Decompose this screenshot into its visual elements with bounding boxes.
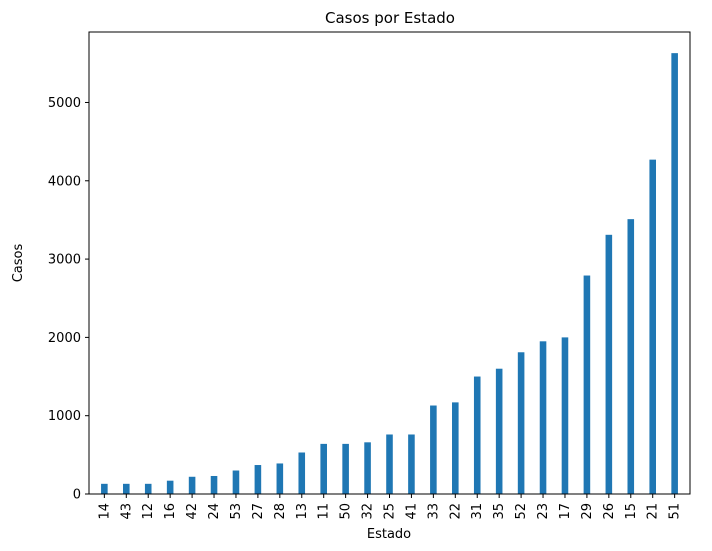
bar-23 (539, 341, 547, 494)
x-tick-label: 51 (668, 503, 683, 520)
bar-21 (649, 159, 656, 494)
bar-22 (452, 402, 459, 494)
plot-frame (88, 31, 691, 495)
bar-33 (430, 405, 437, 494)
x-tick-label: 33 (426, 503, 441, 520)
x-tick-label: 31 (470, 503, 485, 520)
bar-25 (386, 434, 393, 494)
x-tick-label: 11 (317, 503, 332, 520)
bar-28 (276, 463, 284, 494)
x-tick-label: 13 (295, 503, 310, 520)
x-tick-label: 22 (448, 503, 463, 520)
x-tick-label: 29 (580, 503, 595, 520)
y-tick-label: 3000 (48, 253, 81, 268)
bar-29 (583, 275, 591, 494)
x-tick-label: 26 (602, 503, 617, 520)
x-tick-label: 16 (163, 503, 178, 520)
x-tick-label: 43 (119, 503, 134, 520)
bars-group (101, 53, 678, 494)
x-axis: 14 43 12 16 42 24 53 27 28 13 11 50 32 25 41 33 22 31 35 52… (97, 494, 683, 520)
x-tick-label: 28 (273, 503, 288, 520)
bar-14 (101, 483, 108, 494)
x-tick-label: 21 (646, 503, 661, 520)
y-tick-label: 0 (73, 488, 81, 503)
bar-17 (561, 337, 569, 494)
chart-title: Casos por Estado (325, 9, 455, 27)
bar-13 (298, 452, 306, 494)
bar-31 (473, 376, 481, 494)
bar-42 (188, 476, 196, 494)
bar-35 (495, 368, 503, 494)
x-tick-label: 15 (624, 503, 639, 520)
bar-51 (671, 53, 678, 494)
y-axis-title: Casos (11, 244, 26, 283)
x-tick-label: 32 (361, 503, 376, 520)
x-tick-label: 24 (207, 503, 222, 520)
x-axis-title: Estado (367, 527, 411, 542)
x-tick-label: 41 (404, 503, 419, 520)
x-tick-label: 25 (383, 503, 398, 520)
bar-27 (254, 465, 262, 494)
y-tick-label: 4000 (48, 174, 81, 189)
bar-24 (210, 475, 218, 494)
bar-11 (320, 443, 327, 494)
x-tick-label: 35 (492, 503, 507, 520)
x-tick-label: 12 (141, 503, 156, 520)
y-tick-label: 2000 (48, 331, 81, 346)
y-axis: 0 1000 2000 3000 4000 5000 (48, 96, 89, 503)
bar-12 (144, 483, 152, 494)
x-tick-label: 52 (514, 503, 529, 520)
y-tick-label: 5000 (48, 96, 81, 111)
bar-53 (232, 470, 240, 494)
bar-15 (627, 219, 635, 494)
bar-32 (364, 442, 371, 494)
bar-52 (517, 352, 525, 494)
bar-16 (166, 480, 174, 494)
x-tick-label: 27 (251, 503, 266, 520)
bar-41 (408, 434, 415, 494)
bar-50 (342, 443, 349, 494)
x-tick-label: 50 (339, 503, 354, 520)
x-tick-label: 53 (229, 503, 244, 520)
x-tick-label: 42 (185, 503, 200, 520)
x-tick-label: 17 (558, 503, 573, 520)
x-tick-label: 23 (536, 503, 551, 520)
x-tick-label: 14 (97, 503, 112, 520)
bar-43 (123, 483, 130, 494)
y-tick-label: 1000 (48, 409, 81, 424)
bar-26 (605, 234, 613, 494)
